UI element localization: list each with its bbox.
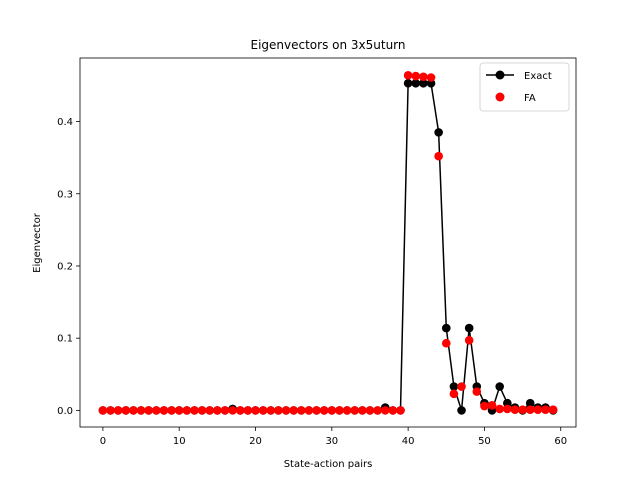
data-point-fa xyxy=(380,406,390,415)
data-point-fa xyxy=(220,406,230,415)
legend-label-fa: FA xyxy=(524,93,536,104)
legend-marker-exact xyxy=(495,70,505,80)
data-point-fa xyxy=(243,406,253,415)
x-tick-label: 40 xyxy=(402,436,415,447)
data-point-fa xyxy=(136,406,146,415)
y-tick-label: 0.0 xyxy=(57,406,73,417)
data-point-fa xyxy=(533,405,543,414)
data-point-fa xyxy=(487,401,497,410)
data-point-fa xyxy=(365,406,375,415)
data-point-exact xyxy=(441,323,451,333)
data-point-exact xyxy=(449,382,459,391)
data-point-exact xyxy=(411,78,421,88)
data-point-exact xyxy=(495,382,504,391)
data-point-fa xyxy=(266,406,276,415)
data-point-fa xyxy=(350,406,360,415)
x-tick-label: 10 xyxy=(173,436,186,447)
data-point-fa xyxy=(518,405,527,414)
legend: Exact FA xyxy=(479,62,570,112)
data-point-fa xyxy=(388,406,398,415)
y-axis-label: Eigenvector xyxy=(32,212,43,273)
data-point-fa xyxy=(98,406,108,415)
data-point-fa xyxy=(457,382,466,391)
data-point-fa xyxy=(327,406,337,415)
data-point-fa xyxy=(472,387,482,396)
data-point-fa xyxy=(121,406,131,415)
data-point-fa xyxy=(190,406,199,415)
data-point-fa xyxy=(205,406,215,415)
data-point-fa xyxy=(213,406,222,415)
data-point-fa xyxy=(197,406,207,415)
series-fa xyxy=(98,71,558,415)
data-point-fa xyxy=(426,73,436,82)
data-point-fa xyxy=(434,151,443,161)
x-axis-label: State-action pairs xyxy=(284,459,373,470)
y-tick-label: 0.2 xyxy=(57,261,73,272)
data-point-fa xyxy=(289,406,298,415)
data-point-fa xyxy=(174,406,184,415)
data-point-fa xyxy=(281,406,291,415)
chart-title: Eigenvectors on 3x5uturn xyxy=(250,38,405,52)
data-point-fa xyxy=(373,406,382,415)
data-point-fa xyxy=(449,389,459,399)
plot-frame xyxy=(79,57,577,428)
data-point-fa xyxy=(541,405,550,414)
y-axis-ticks: 0.0 0.1 0.2 0.3 0.4 xyxy=(57,117,80,417)
data-point-fa xyxy=(319,406,329,415)
data-point-fa xyxy=(480,401,489,411)
data-point-fa xyxy=(113,406,123,415)
data-point-fa xyxy=(144,406,153,415)
data-point-fa xyxy=(495,404,504,414)
data-point-fa xyxy=(464,336,474,345)
x-tick-label: 60 xyxy=(554,436,567,447)
data-point-fa xyxy=(304,406,314,415)
data-point-fa xyxy=(510,405,520,414)
x-tick-label: 0 xyxy=(100,436,106,447)
data-point-fa xyxy=(129,406,138,415)
y-tick-label: 0.1 xyxy=(57,334,73,345)
data-point-fa xyxy=(228,406,237,415)
data-point-fa xyxy=(358,406,367,415)
data-point-fa xyxy=(251,406,260,415)
x-tick-label: 50 xyxy=(478,436,491,447)
data-point-fa xyxy=(548,405,558,414)
x-tick-label: 20 xyxy=(249,436,262,447)
y-tick-label: 0.4 xyxy=(57,117,73,128)
data-point-fa xyxy=(312,406,321,415)
data-point-fa xyxy=(182,406,192,415)
x-axis-ticks: 0 10 20 30 40 50 60 xyxy=(100,427,567,447)
data-point-fa xyxy=(335,406,344,415)
data-point-exact xyxy=(403,78,413,88)
data-point-fa xyxy=(525,405,535,414)
data-point-exact xyxy=(525,398,535,408)
data-point-exact xyxy=(419,78,428,88)
data-point-fa xyxy=(503,404,512,414)
data-point-fa xyxy=(441,338,451,348)
data-point-fa xyxy=(235,406,245,415)
plot-area xyxy=(80,58,576,427)
data-point-fa xyxy=(167,406,176,415)
data-point-fa xyxy=(152,406,161,415)
data-point-fa xyxy=(159,406,169,415)
data-point-exact xyxy=(464,323,474,333)
data-point-fa xyxy=(106,406,115,415)
y-tick-label: 0.3 xyxy=(57,189,73,200)
legend-marker-fa xyxy=(495,92,505,102)
data-point-exact xyxy=(434,128,443,137)
series-layer xyxy=(98,71,558,415)
data-point-fa xyxy=(419,72,428,82)
legend-label-exact: Exact xyxy=(524,71,552,82)
data-point-fa xyxy=(396,406,405,415)
data-point-fa xyxy=(274,406,283,415)
data-point-exact xyxy=(457,406,466,415)
data-point-fa xyxy=(258,406,268,415)
data-point-fa xyxy=(411,71,421,81)
x-tick-label: 30 xyxy=(325,436,338,447)
data-point-fa xyxy=(296,406,306,415)
data-point-fa xyxy=(403,71,413,80)
data-point-fa xyxy=(342,406,352,415)
